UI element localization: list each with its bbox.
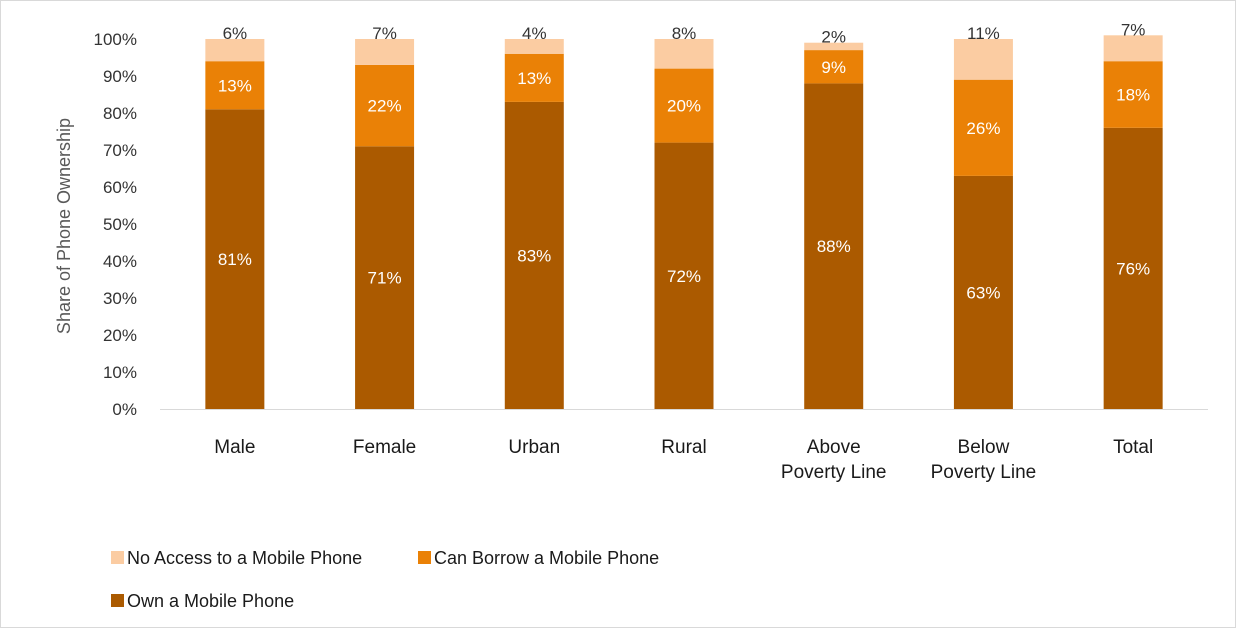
x-tick-label: Male <box>214 437 255 458</box>
data-label: 63% <box>966 283 1000 302</box>
legend-item: Can Borrow a Mobile Phone <box>418 548 659 568</box>
bar-segment <box>205 61 265 110</box>
bar-segment <box>804 42 864 51</box>
y-tick-label: 50% <box>103 215 137 234</box>
data-label: 7% <box>1121 20 1146 39</box>
legend-item: No Access to a Mobile Phone <box>111 548 362 568</box>
data-label: 22% <box>368 97 402 116</box>
data-label: 81% <box>218 250 252 269</box>
legend-item: Own a Mobile Phone <box>111 591 294 611</box>
y-tick-label: 60% <box>103 178 137 197</box>
bar-segment <box>804 50 864 84</box>
legend-label: No Access to a Mobile Phone <box>127 548 362 568</box>
y-tick-label: 30% <box>103 289 137 308</box>
legend: No Access to a Mobile Phone Can Borrow a … <box>111 548 659 611</box>
y-tick-label: 70% <box>103 141 137 160</box>
data-label: 8% <box>672 24 697 43</box>
data-label: 83% <box>517 246 551 265</box>
y-tick-label: 80% <box>103 104 137 123</box>
bar-segment <box>1103 127 1163 410</box>
x-tick-label: Above Poverty Line <box>781 437 887 483</box>
legend-swatch <box>418 551 431 564</box>
data-label: 72% <box>667 267 701 286</box>
data-label: 26% <box>966 119 1000 138</box>
legend-label: Can Borrow a Mobile Phone <box>434 548 659 568</box>
y-tick-label: 40% <box>103 252 137 271</box>
data-label: 13% <box>218 76 252 95</box>
bar-segment <box>1103 61 1163 128</box>
bar-segment <box>953 79 1013 176</box>
bar-segment <box>654 39 714 69</box>
data-label: 18% <box>1116 86 1150 105</box>
data-label: 13% <box>517 69 551 88</box>
y-tick-label: 90% <box>103 67 137 86</box>
data-label: 9% <box>821 58 846 77</box>
y-tick-label: 0% <box>112 400 137 419</box>
x-tick-label: Urban <box>508 437 560 458</box>
data-label: 88% <box>817 237 851 256</box>
bar-segment <box>654 142 714 409</box>
data-label: 71% <box>368 269 402 288</box>
bar-segment <box>504 39 564 54</box>
bars: 81% 13% 6% 71% 22% 7% 83% 13% 4% 72% 20% 8% 88% 9% 2% 6… <box>205 20 1163 410</box>
bar-segment <box>953 175 1013 409</box>
x-tick-label: Female <box>353 437 416 458</box>
data-label: 2% <box>821 28 846 47</box>
y-axis-title: Share of Phone Ownership <box>54 118 74 334</box>
data-label: 6% <box>223 24 248 43</box>
bar-segment <box>504 101 564 410</box>
data-label: 20% <box>667 97 701 116</box>
y-tick-label: 100% <box>94 30 137 49</box>
bar-segment <box>205 109 265 410</box>
legend-label: Own a Mobile Phone <box>127 591 294 611</box>
y-tick-label: 10% <box>103 363 137 382</box>
bar-segment <box>355 64 415 147</box>
legend-swatch <box>111 594 124 607</box>
bar-segment <box>504 53 564 102</box>
x-tick-label: Rural <box>661 437 706 458</box>
y-tick-label: 20% <box>103 326 137 345</box>
x-axis: Male Female Urban Rural Above Poverty Line Bel… <box>160 409 1208 483</box>
bar-segment <box>355 146 415 410</box>
bar-segment <box>1103 35 1163 62</box>
data-label: 7% <box>372 24 397 43</box>
bar-segment <box>953 39 1013 80</box>
bar-segment <box>205 39 265 62</box>
x-tick-label: Total <box>1113 437 1153 458</box>
bar-segment <box>654 68 714 143</box>
bar-segment <box>355 39 415 65</box>
x-tick-label: Below Poverty Line <box>931 437 1037 483</box>
legend-swatch <box>111 551 124 564</box>
data-label: 11% <box>967 24 1000 43</box>
bar-segment <box>804 83 864 410</box>
y-axis: 0% 10% 20% 30% 40% 50% 60% 70% 80% 90% 100% <box>94 30 137 419</box>
data-label: 76% <box>1116 259 1150 278</box>
data-label: 4% <box>522 24 547 43</box>
